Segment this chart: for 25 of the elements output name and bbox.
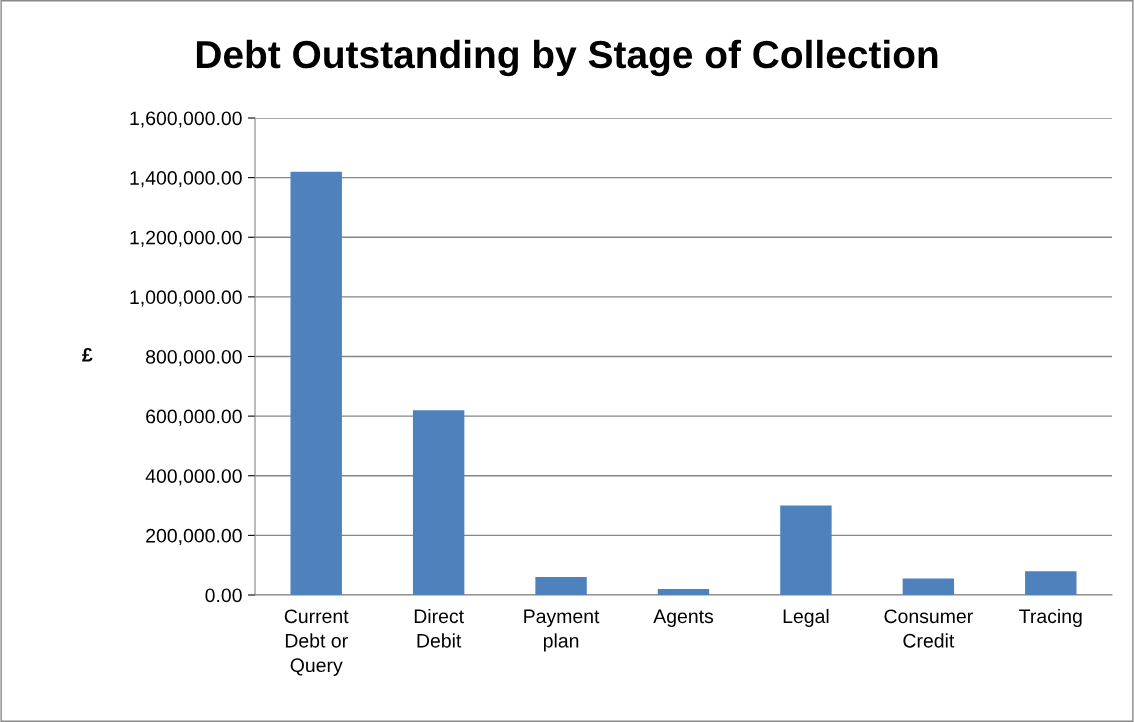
bar — [412, 410, 465, 595]
y-tick-label: 1,000,000.00 — [130, 290, 242, 307]
y-tick-label: 400,000.00 — [145, 469, 242, 486]
y-tick-label: 1,400,000.00 — [130, 171, 242, 188]
bar — [902, 578, 955, 595]
y-tick-label: 600,000.00 — [146, 409, 242, 426]
x-tick-label: Legal — [783, 608, 829, 628]
bar — [780, 505, 832, 595]
x-tick-label: Payment plan — [524, 609, 600, 652]
bar — [290, 171, 342, 595]
y-tick-label: 800,000.00 — [146, 349, 242, 367]
x-tick-label: Direct Debit — [414, 608, 464, 648]
x-tick-label: Current Debt or Query — [284, 609, 349, 676]
x-tick-label: Agents — [653, 609, 714, 628]
bar — [657, 589, 710, 595]
x-tick-label: Consumer Credit — [884, 609, 973, 648]
y-tick-label: 1,200,000.00 — [130, 230, 242, 247]
y-tick-label: 0.00 — [205, 588, 242, 603]
chart-title: Debt Outstanding by Stage of Collection — [196, 39, 938, 77]
y-axis-title: £ — [82, 347, 93, 362]
y-tick-label: 200,000.00 — [146, 528, 242, 545]
y-tick-label: 1,600,000.00 — [130, 111, 242, 128]
bar — [535, 577, 587, 595]
x-tick-label: Tracing — [1019, 608, 1082, 628]
bar — [1025, 571, 1077, 595]
